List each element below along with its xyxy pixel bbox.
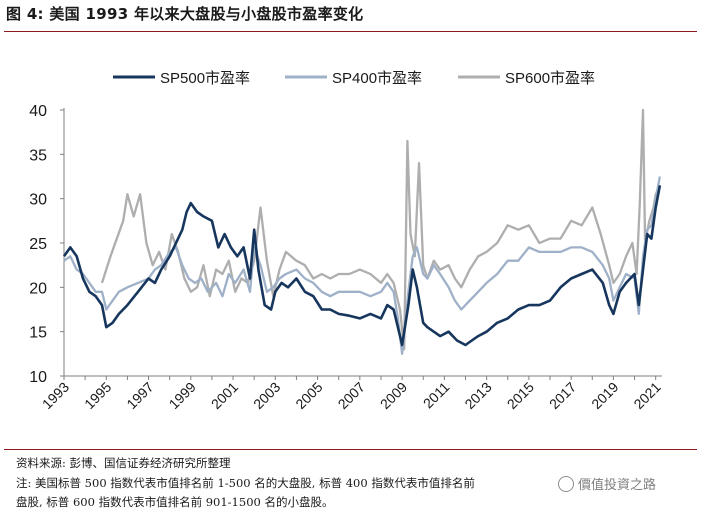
y-tick-label: 10 [29, 369, 47, 386]
x-tick-label: 2007 [335, 379, 368, 412]
x-tick-label: 1999 [166, 379, 199, 412]
legend-label: SP600市盈率 [505, 70, 595, 87]
watermark-text: 價值投資之路 [578, 478, 657, 493]
plot-area [62, 108, 662, 355]
y-tick-label: 25 [29, 236, 47, 253]
wechat-icon [558, 476, 574, 492]
series-line-SP500市盈率 [62, 185, 662, 347]
figure-title: 图 4: 美国 1993 年以来大盘股与小盘股市盈率变化 [6, 5, 364, 23]
series-line-SP400市盈率 [63, 176, 662, 355]
source-note: 资料来源: 彭博、国信证券经济研究所整理 [16, 456, 231, 470]
footer-rule [4, 449, 697, 450]
x-tick-label: 2001 [208, 379, 241, 412]
pe-ratio-line-chart: SP500市盈率 SP400市盈率 SP600市盈率 10 15 20 25 30 35 40 1… [29, 70, 664, 412]
footnote-line-2: 盘股, 标普 600 指数代表市值排名前 901-1500 名的小盘股。 [16, 495, 334, 509]
y-tick-label: 35 [29, 147, 47, 164]
x-tick-label: 2021 [630, 379, 663, 412]
y-tick-label: 40 [29, 103, 47, 120]
x-tick-label: 2003 [250, 379, 283, 412]
legend-label: SP500市盈率 [160, 70, 250, 87]
x-tick-label: 2015 [504, 379, 537, 412]
x-tick-label: 2005 [292, 379, 325, 412]
series-line-SP600市盈率 [100, 108, 661, 351]
footnote-line-1: 注: 美国标普 500 指数代表市值排名前 1-500 名的大盘股, 标普 40… [16, 476, 475, 490]
x-tick-label: 2017 [546, 379, 579, 412]
x-tick-label: 1995 [81, 379, 114, 412]
watermark: 價值投資之路 [558, 474, 656, 493]
y-tick-label: 20 [29, 280, 47, 297]
x-tick-label: 1997 [123, 379, 156, 412]
x-tick-label: 2009 [377, 379, 410, 412]
x-tick-label: 2011 [420, 379, 453, 412]
x-tick-label: 2013 [461, 379, 494, 412]
y-tick-label: 15 [29, 325, 47, 342]
x-tick-label: 2019 [588, 379, 621, 412]
y-tick-label: 30 [29, 192, 47, 209]
title-rule [4, 31, 697, 32]
legend: SP500市盈率 SP400市盈率 SP600市盈率 [113, 70, 595, 87]
legend-label: SP400市盈率 [332, 70, 422, 87]
